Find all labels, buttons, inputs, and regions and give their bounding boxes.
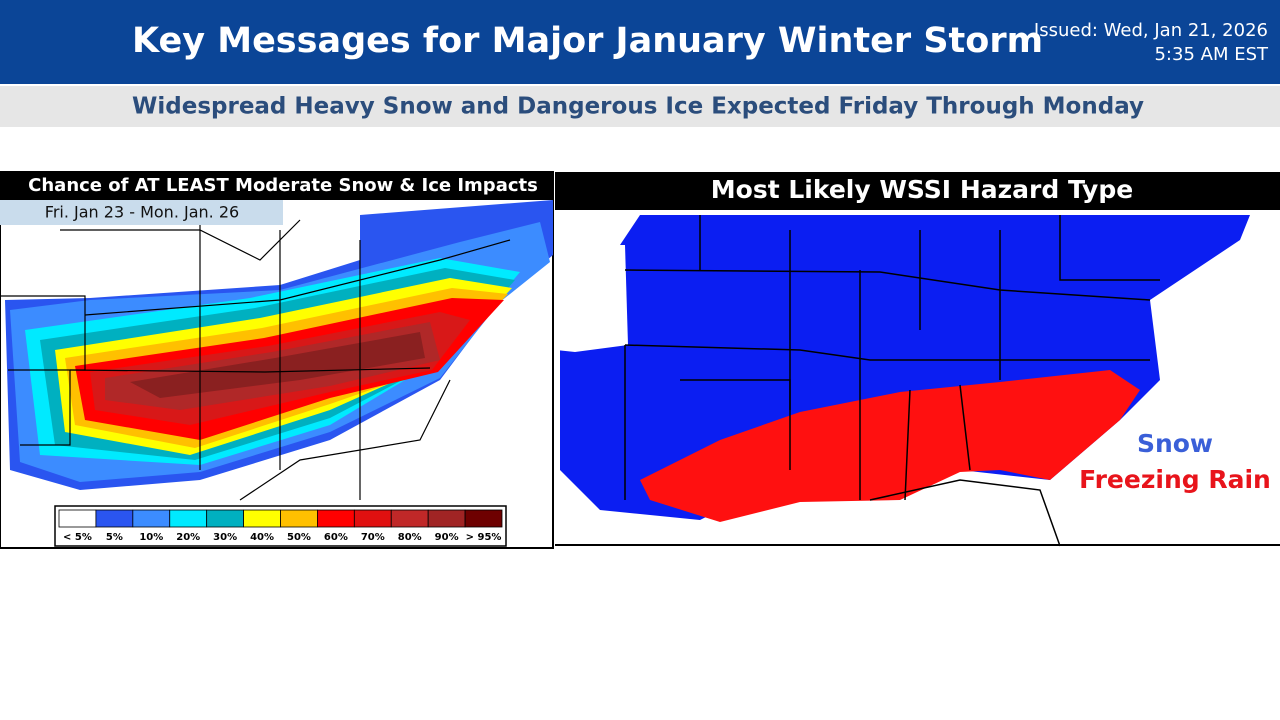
issued-date: Issued: Wed, Jan 21, 2026 — [1034, 20, 1268, 41]
hazard-legend-label: Snow — [1137, 429, 1213, 458]
border — [239, 379, 451, 501]
coast — [869, 479, 1061, 547]
border — [0, 295, 86, 371]
border — [199, 225, 361, 500]
colorbar-label: 70% — [361, 532, 385, 543]
colorbar-swatch — [169, 509, 208, 528]
hazard-legend: Snow Freezing Rain — [1079, 429, 1271, 494]
colorbar-label: 60% — [324, 532, 348, 543]
colorbar: < 5% 5% 10% 20% 30% 40% 50% 60% 70% 80% 90% > 95% — [58, 509, 503, 543]
colorbar-swatch — [464, 509, 503, 528]
hazard-map — [556, 215, 1250, 547]
border — [624, 230, 971, 501]
colorbar-label: 10% — [139, 532, 163, 543]
colorbar-label: < 5% — [63, 532, 92, 543]
border — [20, 370, 71, 446]
colorbar-label: 40% — [250, 532, 274, 543]
border — [624, 344, 1150, 361]
colorbar-swatch — [353, 509, 392, 528]
panel-title-bar — [555, 172, 1280, 210]
hazard-legend-label: Freezing Rain — [1079, 465, 1271, 494]
panel-title-bar — [0, 172, 553, 200]
no-hazard-area — [556, 245, 628, 352]
left-panel: Chance of AT LEAST Moderate Snow & Ice I… — [0, 171, 554, 549]
panel-title: Chance of AT LEAST Moderate Snow & Ice I… — [28, 175, 538, 196]
colorbar-swatch — [206, 509, 244, 528]
slide-title: Key Messages for Major January Winter St… — [132, 21, 1043, 61]
right-panel: Most Likely WSSI Hazard Type Snow Freezin… — [555, 172, 1280, 547]
colorbar-swatch — [427, 509, 466, 528]
probability-map — [0, 200, 553, 501]
border — [699, 215, 921, 330]
colorbar-swatch — [132, 509, 171, 528]
border — [624, 269, 1151, 301]
colorbar-swatch — [317, 509, 355, 528]
subtitle-bar — [0, 86, 1280, 127]
colorbar-label: 30% — [213, 532, 237, 543]
state-lines — [624, 215, 1160, 547]
colorbar-swatch — [243, 509, 281, 528]
colorbar-swatch — [390, 509, 429, 528]
panel-title: Most Likely WSSI Hazard Type — [711, 175, 1133, 204]
border — [69, 367, 431, 373]
colorbar-swatch — [95, 509, 134, 528]
slide-subtitle: Widespread Heavy Snow and Dangerous Ice … — [132, 94, 1144, 120]
colorbar-swatch — [58, 509, 97, 528]
colorbar-swatch — [280, 509, 318, 528]
band-90 — [130, 332, 425, 398]
state-lines — [0, 219, 511, 501]
issued-time: 5:35 AM EST — [1154, 44, 1269, 65]
colorbar-label: 5% — [106, 532, 123, 543]
header-bar — [0, 0, 1280, 84]
colorbar-label: > 95% — [466, 532, 502, 543]
colorbar-label: 80% — [398, 532, 422, 543]
colorbar-label: 50% — [287, 532, 311, 543]
colorbar-label: 90% — [435, 532, 459, 543]
date-box — [0, 200, 283, 225]
border — [999, 215, 1160, 380]
colorbar-label: 20% — [176, 532, 200, 543]
freezing-rain-area — [640, 370, 1140, 522]
date-range: Fri. Jan 23 - Mon. Jan. 26 — [45, 203, 239, 222]
border — [60, 219, 301, 261]
